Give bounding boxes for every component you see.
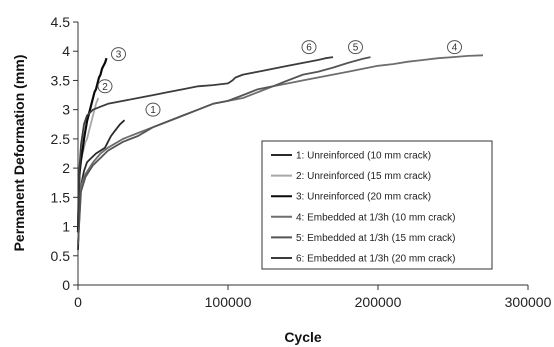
series-marker-circle bbox=[145, 102, 161, 117]
series-marker-label: 5 bbox=[353, 43, 359, 54]
x-tick-label: 100000 bbox=[205, 294, 252, 310]
y-tick-label: 3.5 bbox=[51, 72, 71, 88]
y-tick-label: 3 bbox=[62, 102, 70, 118]
series-marker-circle bbox=[97, 79, 113, 94]
series-line-3 bbox=[76, 57, 108, 233]
series-marker-label: 2 bbox=[102, 82, 108, 93]
legend-entry: 6: Embedded at 1/3h (20 mm crack) bbox=[296, 254, 456, 265]
y-tick-label: 0.5 bbox=[51, 248, 71, 264]
x-tick-label: 300000 bbox=[505, 294, 552, 310]
series-marker-circle bbox=[111, 47, 126, 62]
y-tick-label: 2.5 bbox=[51, 131, 71, 147]
series-marker-label: 4 bbox=[452, 43, 458, 54]
series-marker-circle bbox=[348, 40, 363, 55]
x-tick-label: 200000 bbox=[355, 294, 402, 310]
legend-entry: 5: Embedded at 1/3h (15 mm crack) bbox=[296, 233, 456, 244]
legend-entry: 1: Unreinforced (10 mm crack) bbox=[296, 151, 431, 162]
marker-layer: 1 2 3 4 5 6 bbox=[97, 40, 462, 117]
y-tick-label: 0 bbox=[62, 277, 70, 293]
series-marker-circle bbox=[301, 40, 317, 55]
y-tick-label: 1.5 bbox=[51, 189, 71, 205]
legend-box bbox=[261, 140, 493, 270]
y-tick-label: 4.5 bbox=[51, 14, 71, 30]
axis-ticks: 0 0.5 1 1.5 2 2.5 3 3.5 4 4.5 0 100000 200000 300000 bbox=[51, 14, 552, 310]
legend: 1: Unreinforced (10 mm crack) 2: Unreinfo… bbox=[261, 140, 493, 270]
y-tick-label: 2 bbox=[62, 160, 70, 176]
x-tick-label: 0 bbox=[74, 294, 82, 310]
legend-entry: 2: Unreinforced (15 mm crack) bbox=[296, 171, 431, 182]
series-line-6 bbox=[77, 56, 334, 227]
series-marker-label: 6 bbox=[306, 43, 312, 54]
y-tick-label: 1 bbox=[62, 219, 70, 235]
series-marker-circle bbox=[447, 40, 462, 55]
y-axis-title: Permanent Deformation (mm) bbox=[11, 55, 27, 252]
series-line-5 bbox=[77, 56, 371, 245]
y-tick-label: 4 bbox=[62, 43, 70, 59]
legend-entry: 4: Embedded at 1/3h (10 mm crack) bbox=[296, 212, 456, 223]
series-layer bbox=[76, 54, 484, 250]
x-axis-title: Cycle bbox=[284, 329, 322, 345]
series-line-4 bbox=[77, 54, 484, 245]
series-marker-label: 1 bbox=[150, 105, 156, 116]
legend-entry: 3: Unreinforced (20 mm crack) bbox=[296, 192, 431, 203]
series-marker-label: 3 bbox=[116, 50, 122, 61]
